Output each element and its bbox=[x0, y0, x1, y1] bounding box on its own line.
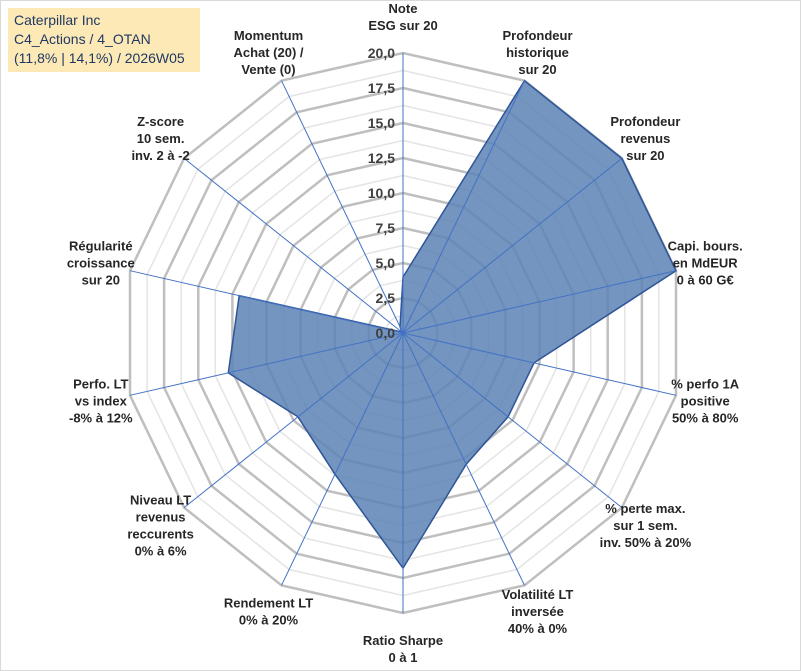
tick-label: 10,0 bbox=[368, 185, 395, 201]
axis-label: Z-score 10 sem. inv. 2 à -2 bbox=[131, 114, 189, 163]
axis-spoke bbox=[402, 270, 677, 334]
axis-spoke bbox=[183, 332, 404, 508]
tick-label: 7,5 bbox=[376, 220, 396, 236]
axis-label: Rendement LT 0% à 20% bbox=[224, 595, 313, 627]
axis-label: Capi. bours. en MdEUR 0 à 60 G€ bbox=[668, 239, 743, 288]
axis-spoke bbox=[129, 270, 404, 334]
tick-label: 0,0 bbox=[376, 325, 396, 341]
info-company: Caterpillar Inc bbox=[14, 12, 101, 28]
tick-label: 20,0 bbox=[368, 45, 395, 61]
tick-label: 17,5 bbox=[368, 80, 395, 96]
info-box: Caterpillar Inc C4_Actions / 4_OTAN (11,… bbox=[8, 8, 200, 72]
axis-spoke bbox=[402, 332, 623, 508]
tick-label: 2,5 bbox=[376, 290, 396, 306]
axis-label: % perfo 1A positive 50% à 80% bbox=[671, 377, 740, 426]
axis-spoke bbox=[129, 332, 404, 396]
info-period: (11,8% | 14,1%) / 2026W05 bbox=[14, 50, 185, 66]
axis-label: Niveau LT revenus reccurents 0% à 6% bbox=[127, 492, 193, 558]
info-category: C4_Actions / 4_OTAN bbox=[14, 31, 151, 47]
tick-label: 5,0 bbox=[376, 255, 396, 271]
axis-label: Volatilité LT inversée 40% à 0% bbox=[502, 587, 574, 636]
axis-label: Note ESG sur 20 bbox=[368, 1, 437, 33]
axis-label: Régularité croissance sur 20 bbox=[67, 239, 135, 288]
axis-label: Profondeur historique sur 20 bbox=[502, 28, 572, 77]
axis-label: Profondeur revenus sur 20 bbox=[610, 114, 680, 163]
axis-spoke bbox=[281, 80, 404, 334]
axis-label: Ratio Sharpe 0 à 1 bbox=[363, 633, 443, 665]
axis-spoke bbox=[183, 158, 404, 334]
tick-label: 15,0 bbox=[368, 115, 395, 131]
axis-spoke bbox=[402, 332, 677, 396]
axis-label: % perte max. sur 1 sem. inv. 50% à 20% bbox=[600, 501, 692, 550]
axis-spoke bbox=[402, 158, 623, 334]
axis-spoke bbox=[402, 332, 525, 586]
tick-label: 12,5 bbox=[368, 150, 395, 166]
axis-label: Momentum Achat (20) / Vente (0) bbox=[233, 28, 303, 77]
axis-spoke bbox=[281, 332, 404, 586]
axis-label: Perfo. LT vs index -8% à 12% bbox=[69, 377, 133, 426]
axis-spoke bbox=[402, 80, 525, 334]
